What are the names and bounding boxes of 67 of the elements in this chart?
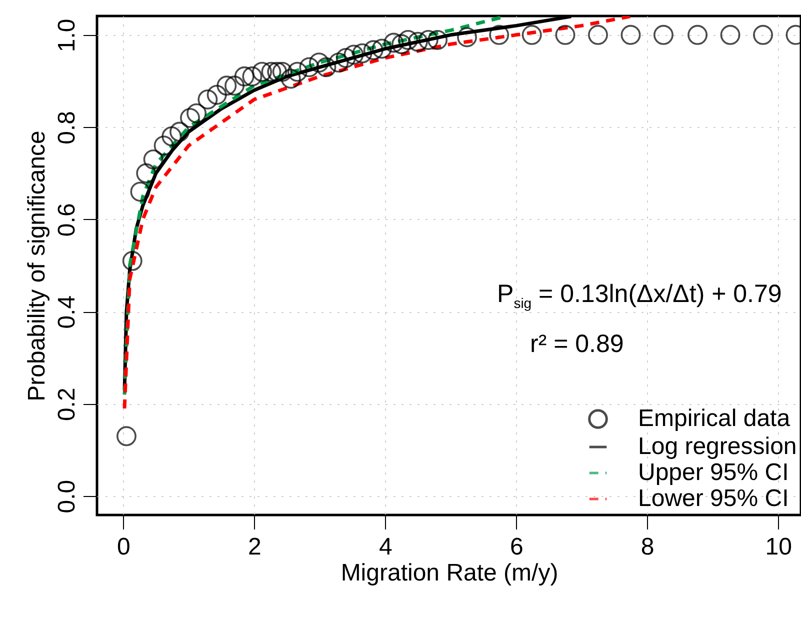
point: [653, 24, 674, 45]
point: [267, 62, 288, 82]
legend-label: Upper 95% CI: [638, 459, 789, 486]
point: [363, 40, 384, 60]
x-tick-label: 2: [248, 534, 262, 560]
point: [408, 32, 428, 52]
point: [344, 44, 364, 65]
point: [398, 30, 418, 50]
point: [280, 68, 301, 89]
y-tick-label: 0.8: [54, 110, 80, 144]
point: [384, 32, 404, 53]
point: [143, 149, 164, 170]
annotation: P$_{sig}$ = 0.13ln(Δx/Δt) + 0.79: [497, 280, 782, 311]
x-tick-label: 0: [117, 534, 130, 560]
point: [316, 57, 336, 78]
point: [116, 426, 136, 446]
point: [272, 62, 292, 82]
y-tick-label: 0.6: [54, 203, 80, 237]
point: [309, 52, 329, 73]
x-axis-title: Migration Rate (m/y): [340, 560, 558, 586]
point: [162, 126, 182, 146]
y-tick-label: 0.0: [54, 480, 80, 514]
point: [234, 66, 254, 86]
point: [555, 24, 576, 45]
legend-label: Log regression: [638, 433, 797, 460]
point: [457, 27, 477, 48]
x-tick-label: 8: [640, 534, 654, 560]
point: [688, 24, 708, 45]
point: [136, 163, 156, 184]
y-tick-label: 1.0: [54, 18, 80, 52]
point: [489, 24, 510, 45]
point: [206, 84, 227, 105]
point: [154, 136, 174, 156]
point: [392, 34, 412, 54]
point: [336, 48, 356, 68]
point: [261, 62, 282, 82]
point: [372, 38, 392, 59]
point: [170, 122, 190, 142]
x-tick-label: 4: [378, 534, 392, 560]
point: [428, 30, 448, 50]
point: [180, 108, 200, 128]
point: [522, 24, 542, 45]
point: [216, 76, 237, 96]
point: [418, 30, 438, 50]
annotation: r² = 0.89: [530, 330, 624, 359]
point: [588, 24, 608, 45]
y-tick-label: 0.2: [54, 388, 80, 422]
point: [252, 62, 272, 82]
point: [130, 182, 150, 202]
legend-label: Empirical data: [638, 405, 791, 432]
x-tick-label: 10: [765, 534, 792, 560]
y-axis-title: Probability of significance: [24, 130, 50, 402]
point: [224, 76, 245, 96]
y-tick-label: 0.4: [54, 295, 80, 329]
x-tick-label: 6: [510, 534, 524, 560]
legend-label: Lower 95% CI: [638, 485, 789, 512]
point: [186, 103, 207, 124]
point: [299, 57, 320, 78]
point: [720, 24, 740, 45]
point: [328, 52, 349, 73]
point: [242, 66, 262, 86]
point: [753, 24, 773, 45]
point: [620, 24, 641, 45]
point: [122, 250, 142, 271]
point: [287, 62, 308, 82]
point: [352, 43, 372, 64]
point: [198, 90, 218, 110]
